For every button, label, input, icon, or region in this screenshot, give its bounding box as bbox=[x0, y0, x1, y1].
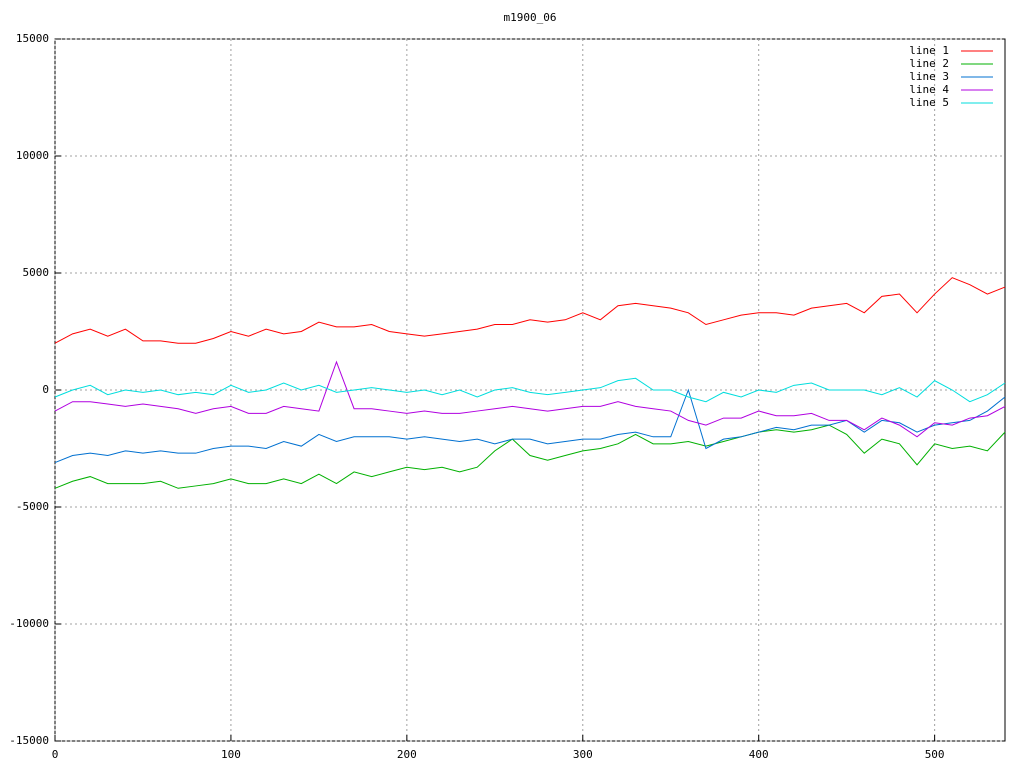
x-tick-label: 500 bbox=[925, 748, 945, 761]
x-tick-label: 100 bbox=[221, 748, 241, 761]
y-tick-label: -15000 bbox=[9, 734, 49, 747]
legend-label: line 2 bbox=[909, 57, 949, 70]
series-line bbox=[54, 277, 1006, 344]
chart-title: m1900_06 bbox=[504, 11, 557, 24]
x-tick-label: 200 bbox=[397, 748, 417, 761]
series-line bbox=[54, 360, 1006, 438]
x-tick-label: 0 bbox=[52, 748, 59, 761]
y-tick-label: -10000 bbox=[9, 617, 49, 630]
legend-label: line 5 bbox=[909, 96, 949, 109]
y-tick-label: 0 bbox=[42, 383, 49, 396]
legend-label: line 1 bbox=[909, 44, 949, 57]
x-tick-label: 300 bbox=[573, 748, 593, 761]
series-line bbox=[54, 424, 1006, 489]
legend-label: line 4 bbox=[909, 83, 949, 96]
y-tick-label: 10000 bbox=[16, 149, 49, 162]
y-tick-label: 5000 bbox=[23, 266, 50, 279]
y-tick-label: 15000 bbox=[16, 32, 49, 45]
y-tick-label: -5000 bbox=[16, 500, 49, 513]
series-line bbox=[54, 377, 1006, 403]
legend-label: line 3 bbox=[909, 70, 949, 83]
x-tick-label: 400 bbox=[749, 748, 769, 761]
